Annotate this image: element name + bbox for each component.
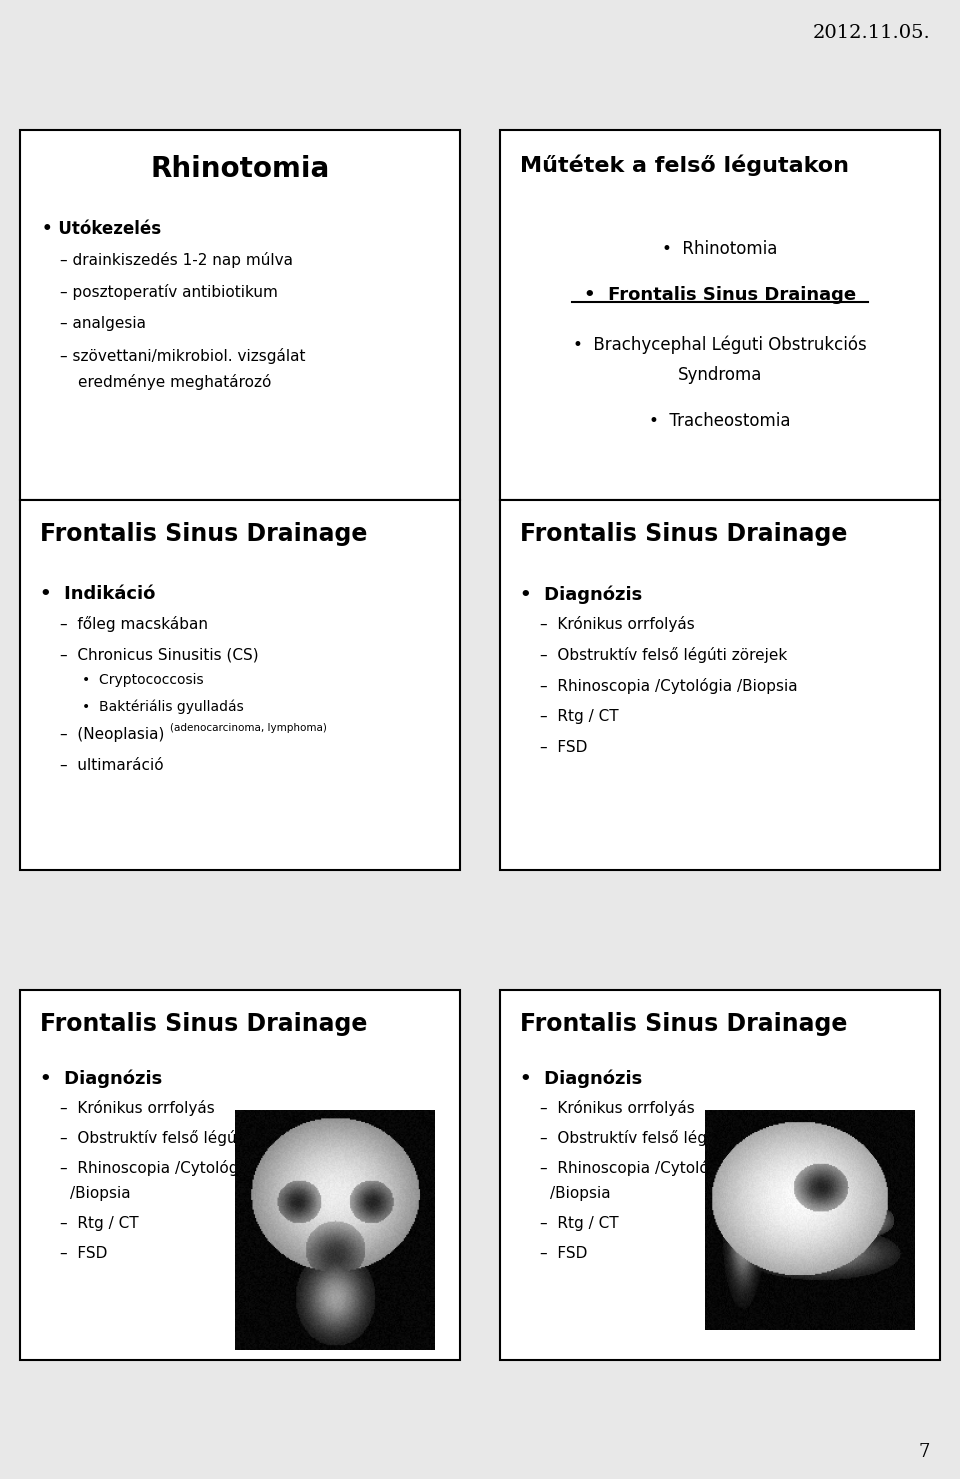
Text: –  Rtg / CT: – Rtg / CT <box>540 708 618 725</box>
Text: • Utókezelés: • Utókezelés <box>42 220 161 238</box>
Text: •  Baktériális gyulladás: • Baktériális gyulladás <box>82 700 244 713</box>
Bar <box>20 130 460 500</box>
Text: –  Rtg / CT: – Rtg / CT <box>540 1216 618 1231</box>
Bar <box>500 130 940 500</box>
Text: 7: 7 <box>919 1444 930 1461</box>
Text: –  Rhinoscopia /Cytológia: – Rhinoscopia /Cytológia <box>540 1160 732 1176</box>
Text: – analgesia: – analgesia <box>60 317 146 331</box>
Text: –  Krónikus orrfolyás: – Krónikus orrfolyás <box>540 1100 695 1117</box>
Text: –  FSD: – FSD <box>540 740 588 754</box>
Text: •  Frontalis Sinus Drainage: • Frontalis Sinus Drainage <box>584 285 856 305</box>
Text: –  FSD: – FSD <box>60 1245 108 1262</box>
Text: /Biopsia: /Biopsia <box>70 1186 131 1201</box>
Text: •  Indikáció: • Indikáció <box>40 586 156 603</box>
Text: –  Krónikus orrfolyás: – Krónikus orrfolyás <box>60 1100 215 1117</box>
Text: •  Diagnózis: • Diagnózis <box>40 1069 162 1089</box>
Text: •  Diagnózis: • Diagnózis <box>520 1069 642 1089</box>
Text: 2012.11.05.: 2012.11.05. <box>812 24 930 41</box>
Text: •  Rhinotomia: • Rhinotomia <box>662 240 778 257</box>
Text: Frontalis Sinus Drainage: Frontalis Sinus Drainage <box>40 522 368 546</box>
Text: –  (Neoplasia): – (Neoplasia) <box>60 728 169 742</box>
Text: Frontalis Sinus Drainage: Frontalis Sinus Drainage <box>520 522 848 546</box>
Text: Rhinotomia: Rhinotomia <box>151 155 329 183</box>
Text: •  Tracheostomia: • Tracheostomia <box>649 413 791 430</box>
Text: –  Obstruktív felső légúti zörejek: – Obstruktív felső légúti zörejek <box>540 1130 787 1146</box>
Text: –  Rhinoscopia /Cytológia /Biopsia: – Rhinoscopia /Cytológia /Biopsia <box>540 677 798 694</box>
Bar <box>20 500 460 870</box>
Text: (adenocarcinoma, lymphoma): (adenocarcinoma, lymphoma) <box>170 723 326 734</box>
Text: –  Obstruktív felső légúti zörejek: – Obstruktív felső légúti zörejek <box>60 1130 307 1146</box>
Text: •  Diagnózis: • Diagnózis <box>520 586 642 603</box>
Text: –  Obstruktív felső légúti zörejek: – Obstruktív felső légúti zörejek <box>540 646 787 663</box>
Bar <box>500 989 940 1361</box>
Text: eredménye meghatározó: eredménye meghatározó <box>78 374 272 390</box>
Text: –  Krónikus orrfolyás: – Krónikus orrfolyás <box>540 615 695 632</box>
Text: –  Rtg / CT: – Rtg / CT <box>60 1216 138 1231</box>
Bar <box>20 989 460 1361</box>
Text: Frontalis Sinus Drainage: Frontalis Sinus Drainage <box>520 1012 848 1035</box>
Text: •  Brachycephal Léguti Obstrukciós: • Brachycephal Léguti Obstrukciós <box>573 336 867 355</box>
Text: – drainkiszedés 1-2 nap múlva: – drainkiszedés 1-2 nap múlva <box>60 251 293 268</box>
Text: •  Cryptococcosis: • Cryptococcosis <box>82 673 204 688</box>
Text: – posztoperatív antibiotikum: – posztoperatív antibiotikum <box>60 284 277 300</box>
Text: Frontalis Sinus Drainage: Frontalis Sinus Drainage <box>40 1012 368 1035</box>
Text: –  Chronicus Sinusitis (CS): – Chronicus Sinusitis (CS) <box>60 646 258 663</box>
Text: –  FSD: – FSD <box>540 1245 588 1262</box>
Text: Műtétek a felső légutakon: Műtétek a felső légutakon <box>520 155 849 176</box>
Bar <box>500 500 940 870</box>
Text: /Biopsia: /Biopsia <box>550 1186 611 1201</box>
Text: –  ultimaráció: – ultimaráció <box>60 759 163 774</box>
Text: –  főleg macskában: – főleg macskában <box>60 615 208 632</box>
Text: – szövettani/mikrobiol. vizsgálat: – szövettani/mikrobiol. vizsgálat <box>60 348 305 364</box>
Text: –  Rhinoscopia /Cytológia: – Rhinoscopia /Cytológia <box>60 1160 252 1176</box>
Text: Syndroma: Syndroma <box>678 365 762 385</box>
